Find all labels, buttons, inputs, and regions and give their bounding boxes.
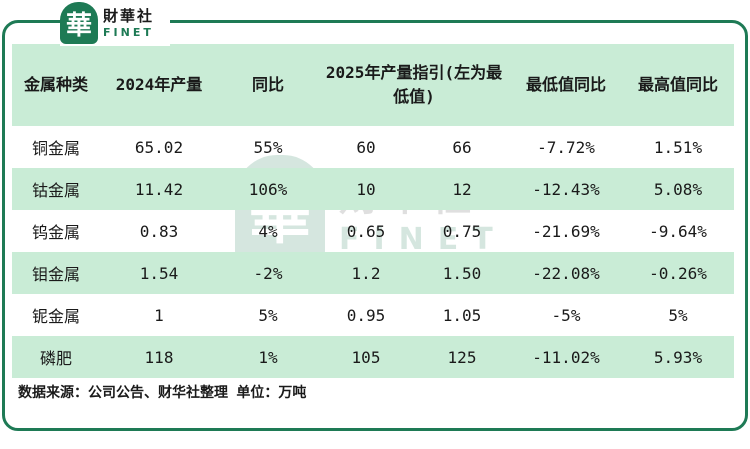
header-guidance-2025: 2025年产量指引(左为最低值): [325, 63, 503, 106]
production-table: 金属种类 2024年产量 同比 2025年产量指引(左为最低值) 最低值同比 最…: [12, 44, 734, 378]
cell-high-yoy: -0.26%: [649, 263, 707, 283]
cell-guide-low: 10: [356, 179, 376, 199]
logo-name-en: FINET: [103, 25, 154, 39]
header-high-yoy: 最高值同比: [637, 75, 718, 94]
cell-high-yoy: 5.08%: [653, 179, 703, 199]
cell-yoy: 106%: [248, 179, 288, 199]
cell-guide-high: 0.75: [442, 221, 482, 241]
cell-low-yoy: -11.02%: [532, 347, 600, 367]
cell-guide-low: 0.95: [346, 305, 386, 325]
cell-prod-2024: 0.83: [139, 221, 179, 241]
cell-metal: 钴金属: [31, 181, 80, 200]
card-frame: [2, 20, 748, 431]
table-row: 钴金属 11.42 106% 10 12 -12.43% 5.08%: [12, 168, 734, 210]
table-row: 磷肥 118 1% 105 125 -11.02% 5.93%: [12, 336, 734, 378]
cell-prod-2024: 1: [154, 305, 164, 325]
cell-guide-high: 12: [452, 179, 472, 199]
cell-yoy: 5%: [258, 305, 278, 325]
source-note: 数据来源：公司公告、财华社整理 单位：万吨: [18, 385, 307, 401]
cell-yoy: -2%: [253, 263, 283, 283]
cell-low-yoy: -21.69%: [532, 221, 600, 241]
cell-metal: 钨金属: [31, 223, 80, 242]
cell-guide-high: 1.05: [442, 305, 482, 325]
header-metal-type: 金属种类: [23, 75, 88, 94]
cell-high-yoy: 5.93%: [653, 347, 703, 367]
cell-guide-low: 60: [356, 137, 376, 157]
cell-low-yoy: -7.72%: [537, 137, 595, 157]
cell-metal: 钼金属: [31, 265, 80, 284]
cell-guide-high: 125: [447, 347, 477, 367]
logo-name-cn: 財華社: [103, 6, 155, 25]
cell-metal: 铜金属: [31, 139, 80, 158]
table-row: 铜金属 65.02 55% 60 66 -7.72% 1.51%: [12, 126, 734, 168]
cell-metal: 磷肥: [39, 349, 72, 368]
cell-high-yoy: 5%: [668, 305, 688, 325]
cell-prod-2024: 65.02: [134, 137, 184, 157]
header-low-yoy: 最低值同比: [525, 75, 606, 94]
cell-yoy: 55%: [253, 137, 283, 157]
cell-guide-high: 66: [452, 137, 472, 157]
cell-prod-2024: 11.42: [134, 179, 184, 199]
cell-low-yoy: -12.43%: [532, 179, 600, 199]
cell-guide-low: 1.2: [351, 263, 381, 283]
finet-logo: 華 財華社 FINET: [60, 0, 170, 46]
cell-guide-low: 0.65: [346, 221, 386, 241]
logo-text: 財華社 FINET: [103, 6, 155, 39]
cell-prod-2024: 1.54: [139, 263, 179, 283]
header-prod-2024: 2024年产量: [115, 75, 203, 94]
table-header-row: 金属种类 2024年产量 同比 2025年产量指引(左为最低值) 最低值同比 最…: [12, 44, 734, 126]
cell-low-yoy: -22.08%: [532, 263, 600, 283]
cell-metal: 铌金属: [31, 307, 80, 326]
finet-seal-icon: 華: [60, 2, 98, 44]
cell-low-yoy: -5%: [551, 305, 581, 325]
header-yoy: 同比: [251, 75, 284, 94]
table-row: 铌金属 1 5% 0.95 1.05 -5% 5%: [12, 294, 734, 336]
cell-prod-2024: 118: [144, 347, 174, 367]
cell-guide-high: 1.50: [442, 263, 482, 283]
table-row: 钼金属 1.54 -2% 1.2 1.50 -22.08% -0.26%: [12, 252, 734, 294]
cell-yoy: 4%: [258, 221, 278, 241]
table-row: 钨金属 0.83 4% 0.65 0.75 -21.69% -9.64%: [12, 210, 734, 252]
cell-yoy: 1%: [258, 347, 278, 367]
cell-guide-low: 105: [351, 347, 381, 367]
cell-high-yoy: 1.51%: [653, 137, 703, 157]
cell-high-yoy: -9.64%: [649, 221, 707, 241]
